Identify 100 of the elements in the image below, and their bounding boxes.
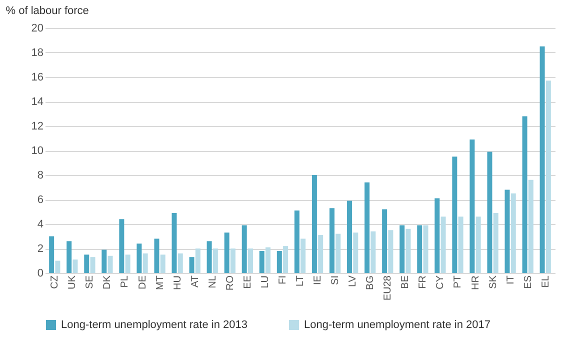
- bar: [470, 139, 475, 273]
- x-tick-label: PT: [452, 276, 464, 288]
- x-tick-label: SI: [330, 276, 342, 285]
- bar: [206, 241, 212, 273]
- x-tick-label: BE: [400, 275, 412, 289]
- bar: [84, 254, 90, 273]
- y-tick-label: 12: [31, 120, 44, 132]
- bar: [522, 116, 528, 273]
- bar: [248, 248, 253, 273]
- bar: [294, 210, 300, 273]
- y-tick-label: 0: [37, 268, 44, 280]
- bar: [242, 225, 247, 273]
- bar: [318, 235, 324, 273]
- bar: [487, 152, 492, 273]
- bar: [300, 238, 306, 273]
- bar: [336, 234, 341, 273]
- bar: [142, 253, 148, 273]
- bar: [510, 193, 516, 273]
- bar: [108, 256, 113, 273]
- x-tick-label: HR: [470, 276, 482, 290]
- bar: [72, 260, 78, 273]
- bar: [136, 244, 142, 273]
- bar: [189, 257, 194, 273]
- x-tick-label: LT: [295, 276, 306, 286]
- bar: [504, 190, 510, 273]
- bar: [329, 208, 334, 273]
- bar: [172, 212, 177, 273]
- bar: [119, 219, 124, 273]
- bar: [546, 80, 551, 273]
- x-tick-label: RO: [224, 275, 236, 290]
- y-tick-label: 10: [31, 145, 44, 157]
- x-tick-label: PL: [120, 275, 131, 288]
- y-tick-label: 2: [37, 243, 44, 255]
- y-axis-title: % of labour force: [6, 5, 89, 17]
- bar: [66, 241, 72, 273]
- x-tick-label: FI: [277, 276, 288, 284]
- x-tick-label: SK: [488, 275, 499, 289]
- bar: [230, 248, 236, 273]
- x-tick-label: HU: [172, 276, 184, 290]
- legend-label: Long-term unemployment rate in 2017: [304, 319, 490, 331]
- bar: [102, 250, 107, 273]
- bar: [353, 232, 358, 273]
- bar: [493, 212, 498, 273]
- x-tick-label: CY: [435, 275, 446, 290]
- y-tick-label: 18: [31, 47, 44, 59]
- bar: [364, 182, 370, 273]
- y-tick-label: 8: [37, 170, 44, 182]
- bar: [195, 248, 200, 273]
- bar: [259, 250, 264, 273]
- bar: [125, 254, 130, 273]
- bar: [423, 225, 428, 273]
- bar: [400, 225, 405, 273]
- bar: [276, 250, 282, 273]
- bar: [312, 175, 317, 273]
- bar: [440, 216, 446, 273]
- bar: [90, 257, 96, 273]
- x-tick-label: EU28: [382, 275, 394, 301]
- x-tick-label: BG: [365, 275, 376, 290]
- bar: [178, 253, 183, 273]
- bar: [540, 46, 545, 273]
- y-tick-label: 20: [31, 22, 44, 34]
- x-tick-label: CZ: [50, 276, 61, 289]
- bar: [406, 228, 411, 273]
- bar: [434, 198, 440, 273]
- bar: [283, 246, 288, 273]
- x-tick-label: ES: [522, 275, 534, 289]
- bar: [266, 247, 271, 273]
- x-tick-label: DK: [102, 275, 114, 290]
- bar: [49, 236, 54, 273]
- bar: [224, 232, 230, 273]
- bar: [452, 156, 458, 273]
- y-tick-label: 14: [31, 96, 44, 108]
- bar: [476, 216, 481, 273]
- bar: [528, 180, 534, 273]
- x-tick-label: LU: [260, 276, 271, 288]
- x-tick-label: SE: [84, 275, 96, 289]
- x-tick-label: EE: [242, 275, 254, 289]
- bar: [382, 209, 388, 273]
- bar: [347, 200, 352, 273]
- y-tick-label: 4: [37, 218, 44, 230]
- bar: [154, 238, 160, 273]
- bar: [458, 216, 464, 273]
- x-tick-label: UK: [67, 275, 78, 290]
- x-tick-label: IT: [505, 276, 516, 284]
- legend-label: Long-term unemployment rate in 2013: [61, 319, 248, 331]
- x-tick-label: LV: [348, 275, 359, 287]
- bar: [55, 260, 60, 273]
- y-tick-label: 16: [31, 72, 44, 84]
- bar: [160, 254, 166, 273]
- x-tick-label: AT: [190, 276, 201, 288]
- bar: [370, 231, 376, 273]
- bar: [212, 248, 218, 273]
- bar: [388, 230, 394, 273]
- x-tick-label: FR: [418, 276, 429, 289]
- bar: [417, 225, 422, 273]
- x-tick-label: MT: [154, 276, 166, 290]
- x-tick-label: EL: [540, 275, 552, 288]
- y-tick-label: 6: [37, 194, 44, 206]
- x-tick-label: NL: [207, 275, 218, 288]
- x-tick-label: IE: [312, 275, 324, 285]
